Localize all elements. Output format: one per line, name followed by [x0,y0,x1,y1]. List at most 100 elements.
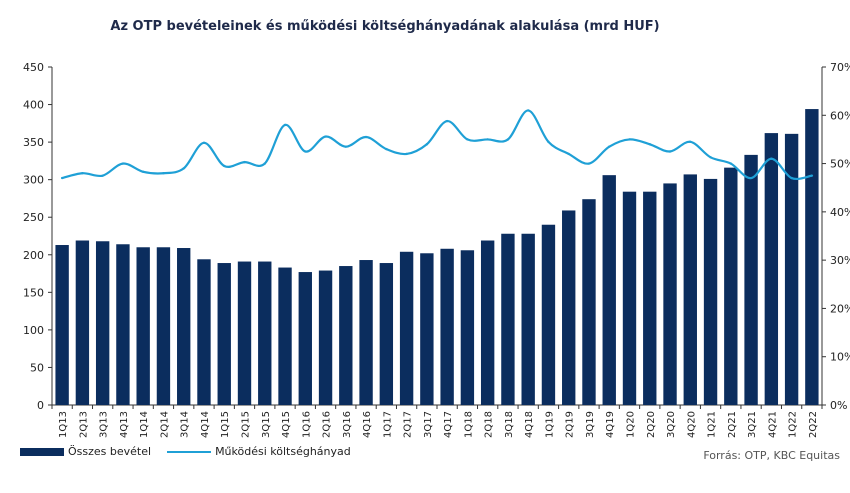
line-point [486,138,489,141]
bar [724,167,738,405]
y-left-tick-label: 200 [23,249,44,262]
bar [217,263,231,405]
chart-title: Az OTP bevételeinek és működési költségh… [110,19,660,34]
x-tick-label: 1Q19 [544,411,555,438]
line-point [263,162,266,165]
x-tick-label: 4Q16 [362,411,373,438]
x-tick-label: 1Q17 [382,411,393,438]
bar [582,199,596,405]
line-point [425,143,429,146]
x-tick-label: 1Q20 [626,411,637,438]
bar [562,210,576,405]
line-point [587,162,591,165]
bar [643,191,657,405]
legend-label-line: Működési költséghányad [215,445,351,458]
x-tick-label: 1Q22 [788,411,799,438]
bar [359,260,373,405]
bar [278,267,292,405]
y-right-tick-label: 50% [830,158,850,171]
x-tick-label: 2Q13 [78,411,89,438]
bar [521,233,535,405]
legend-item-bars: Összes bevétel [20,445,151,458]
y-right-tick-label: 30% [830,254,850,267]
y-left-tick-label: 0 [37,399,44,412]
x-tick-label: 3Q16 [342,411,353,438]
x-tick-label: 3Q21 [747,411,758,438]
bar [784,133,799,406]
line-point [304,150,307,153]
line-point [283,123,287,127]
x-tick-label: 1Q13 [58,411,69,438]
bar [95,241,110,405]
x-tick-label: 2Q15 [241,411,252,438]
line-point [567,152,570,156]
x-tick-label: 1Q14 [139,411,150,438]
line-point [466,138,469,141]
bar [420,253,434,405]
line-point [101,174,104,177]
y-left-tick-label: 300 [23,174,44,187]
line-point [810,174,814,177]
line-point [121,162,125,165]
line-point [648,143,651,146]
x-tick-label: 3Q14 [180,411,191,438]
x-tick-label: 4Q15 [281,411,292,438]
bar [805,109,819,405]
line-point [202,141,206,145]
line-point [445,119,449,123]
line-point [405,152,408,156]
y-right-tick-label: 60% [830,109,850,122]
x-tick-label: 1Q15 [220,411,231,438]
y-left-tick-label: 350 [23,136,44,149]
line-point [608,145,611,148]
legend: Összes bevétel Működési költséghányad [20,445,367,458]
bar [177,248,191,405]
y-right-tick-label: 10% [830,351,850,364]
y-left-tick-label: 100 [23,324,44,337]
x-tick-label: 2Q16 [322,411,333,438]
x-tick-label: 4Q19 [605,411,616,438]
line-point [385,147,388,151]
x-tick-label: 3Q20 [666,411,677,438]
line-point [506,138,510,141]
bar [116,244,130,405]
x-tick-label: 1Q21 [707,411,718,438]
line-point [749,176,753,180]
bar [764,133,779,405]
x-tick-label: 2Q19 [565,411,576,438]
x-tick-label: 2Q21 [727,411,738,438]
line-point [344,145,348,148]
line-point [668,150,672,153]
line-point [223,164,226,168]
line-point [364,135,368,139]
y-left-tick-label: 150 [23,286,44,299]
x-tick-label: 3Q19 [585,411,596,438]
y-left-tick-label: 400 [23,99,44,112]
line-point [526,109,530,112]
x-tick-label: 4Q21 [767,411,778,438]
bar [602,175,616,405]
x-tick-label: 4Q14 [200,411,211,438]
x-tick-label: 2Q22 [808,411,819,438]
bar [318,270,333,405]
y-left-tick-label: 50 [30,361,44,374]
bar [663,183,677,405]
x-tick-label: 3Q18 [504,411,515,438]
line-point [141,170,145,173]
bar [197,259,211,405]
y-right-tick-label: 0% [830,399,847,412]
bar [460,250,475,405]
line-point [60,176,64,180]
bar [622,191,637,405]
legend-line-swatch [167,450,212,453]
x-tick-label: 1Q18 [463,411,474,438]
line-point [709,156,712,159]
line-point [628,138,631,141]
y-left-tick-label: 250 [23,211,44,224]
bar [703,178,718,405]
bar [55,245,69,405]
x-tick-label: 2Q18 [484,411,495,438]
y-right-tick-label: 70% [830,61,850,74]
x-tick-label: 4Q20 [686,411,697,438]
bar [744,154,758,405]
